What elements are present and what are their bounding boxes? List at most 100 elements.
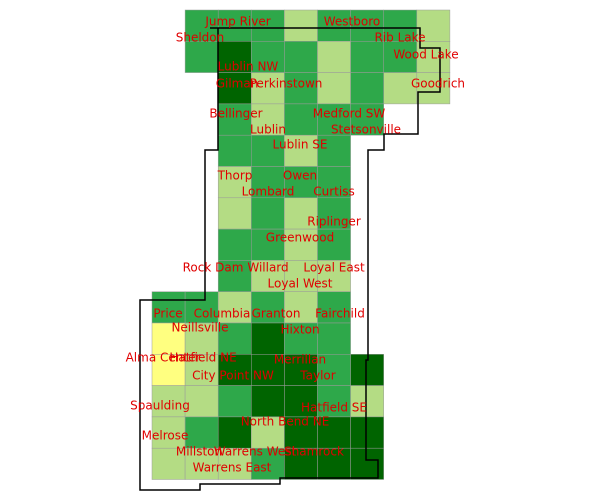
place-label: Willard <box>247 261 288 275</box>
place-label: Spaulding <box>130 399 190 413</box>
grid-cell <box>284 416 318 449</box>
place-label: Alma Center <box>126 351 201 365</box>
grid-cell <box>284 447 318 480</box>
place-label: Neillsville <box>171 321 228 335</box>
place-label: Warrens West <box>214 445 297 459</box>
grid-cell <box>317 41 351 73</box>
place-label: Shamrock <box>284 445 344 459</box>
grid-cell <box>184 9 219 42</box>
place-label: Wood Lake <box>393 48 458 62</box>
grid-cell <box>317 322 351 355</box>
grid-cell <box>317 166 351 199</box>
grid-cell <box>317 103 351 136</box>
grid-cell <box>317 385 351 418</box>
place-label: Granton <box>252 307 301 321</box>
grid-cell <box>217 9 252 42</box>
place-label: Lublin SE <box>273 138 328 152</box>
grid-cell <box>317 291 351 324</box>
grid-cell <box>251 72 285 105</box>
grid-cell <box>251 385 285 418</box>
place-label: Warrens East <box>193 461 272 475</box>
grid-cell <box>350 9 384 42</box>
place-label: Loyal West <box>268 277 333 291</box>
place-label: Fairchild <box>315 307 365 321</box>
grid-cell <box>416 41 451 73</box>
place-label: Millston <box>176 445 222 459</box>
grid-cell <box>416 72 451 105</box>
grid-cell <box>350 354 384 386</box>
grid-cell <box>151 447 186 480</box>
place-label: Price <box>153 307 182 321</box>
grid-cell <box>251 322 285 355</box>
place-label: Stetsonville <box>331 123 401 137</box>
grid-cell <box>284 291 318 324</box>
place-label: Columbia <box>194 307 251 321</box>
grid-cell <box>284 322 318 355</box>
place-label: Goodrich <box>411 77 465 91</box>
place-label: Owen <box>283 169 317 183</box>
grid-cell <box>184 385 219 418</box>
grid-cell <box>284 385 318 418</box>
grid-cell <box>284 9 318 42</box>
grid-cell <box>317 447 351 480</box>
place-label: Rib Lake <box>374 31 425 45</box>
grid-cell <box>217 134 252 167</box>
grid-cell <box>217 385 252 418</box>
place-label: Rock Dam <box>183 261 244 275</box>
place-label: Curtiss <box>313 185 354 199</box>
grid-cell <box>383 72 418 105</box>
grid-cell <box>251 416 285 449</box>
place-label: Perkinstown <box>250 77 323 91</box>
grid-cell <box>151 354 186 386</box>
place-label: Merrillan <box>274 353 326 367</box>
grid-cell <box>184 291 219 324</box>
place-label: Lublin NW <box>218 60 279 74</box>
grid-cell <box>151 322 186 355</box>
grid-cell <box>251 354 285 386</box>
grid-cells <box>151 9 451 480</box>
grid-cell <box>217 197 252 230</box>
place-label: Bellinger <box>209 107 262 121</box>
place-label: Loyal East <box>303 261 365 275</box>
grid-cell <box>350 41 384 73</box>
place-label: Taylor <box>299 369 335 383</box>
place-label: North Bend NE <box>241 415 330 429</box>
place-label: Greenwood <box>266 231 334 245</box>
grid-cell <box>350 385 384 418</box>
place-label: Medford SW <box>313 107 386 121</box>
grid-cell <box>184 41 219 73</box>
grid-cell <box>317 197 351 230</box>
grid-cell <box>284 197 318 230</box>
grid-cell <box>251 447 285 480</box>
grid-cell <box>317 260 351 292</box>
place-labels: Jump River Westboro Sheldon Rib Lake Wood La… <box>126 15 465 475</box>
grid-cell <box>350 72 384 105</box>
grid-cell <box>284 134 318 167</box>
grid-cell <box>151 416 186 449</box>
grid-cell <box>151 385 186 418</box>
place-label: Lombard <box>242 185 295 199</box>
place-label: Hixton <box>280 323 319 337</box>
grid-cell <box>317 354 351 386</box>
grid-cell <box>184 322 219 355</box>
grid-cell <box>217 447 252 480</box>
grid-cell <box>350 103 384 136</box>
grid-cell <box>184 416 219 449</box>
grid-cell <box>350 416 384 449</box>
grid-cell <box>217 416 252 449</box>
place-label: Hatfield SE <box>301 401 367 415</box>
grid-cell <box>217 41 252 73</box>
grid-cell <box>251 228 285 261</box>
grid-cell <box>317 228 351 261</box>
place-label: Hatfield NE <box>169 351 236 365</box>
grid-cell <box>284 228 318 261</box>
place-label: Riplinger <box>307 215 361 229</box>
grid-cell <box>251 9 285 42</box>
grid-cell <box>217 291 252 324</box>
place-label: City Point NW <box>192 369 274 383</box>
grid-cell <box>251 103 285 136</box>
boundary <box>139 27 441 491</box>
grid-cell <box>284 41 318 73</box>
grid-cell <box>217 260 252 292</box>
place-label: Lublin <box>250 123 286 137</box>
